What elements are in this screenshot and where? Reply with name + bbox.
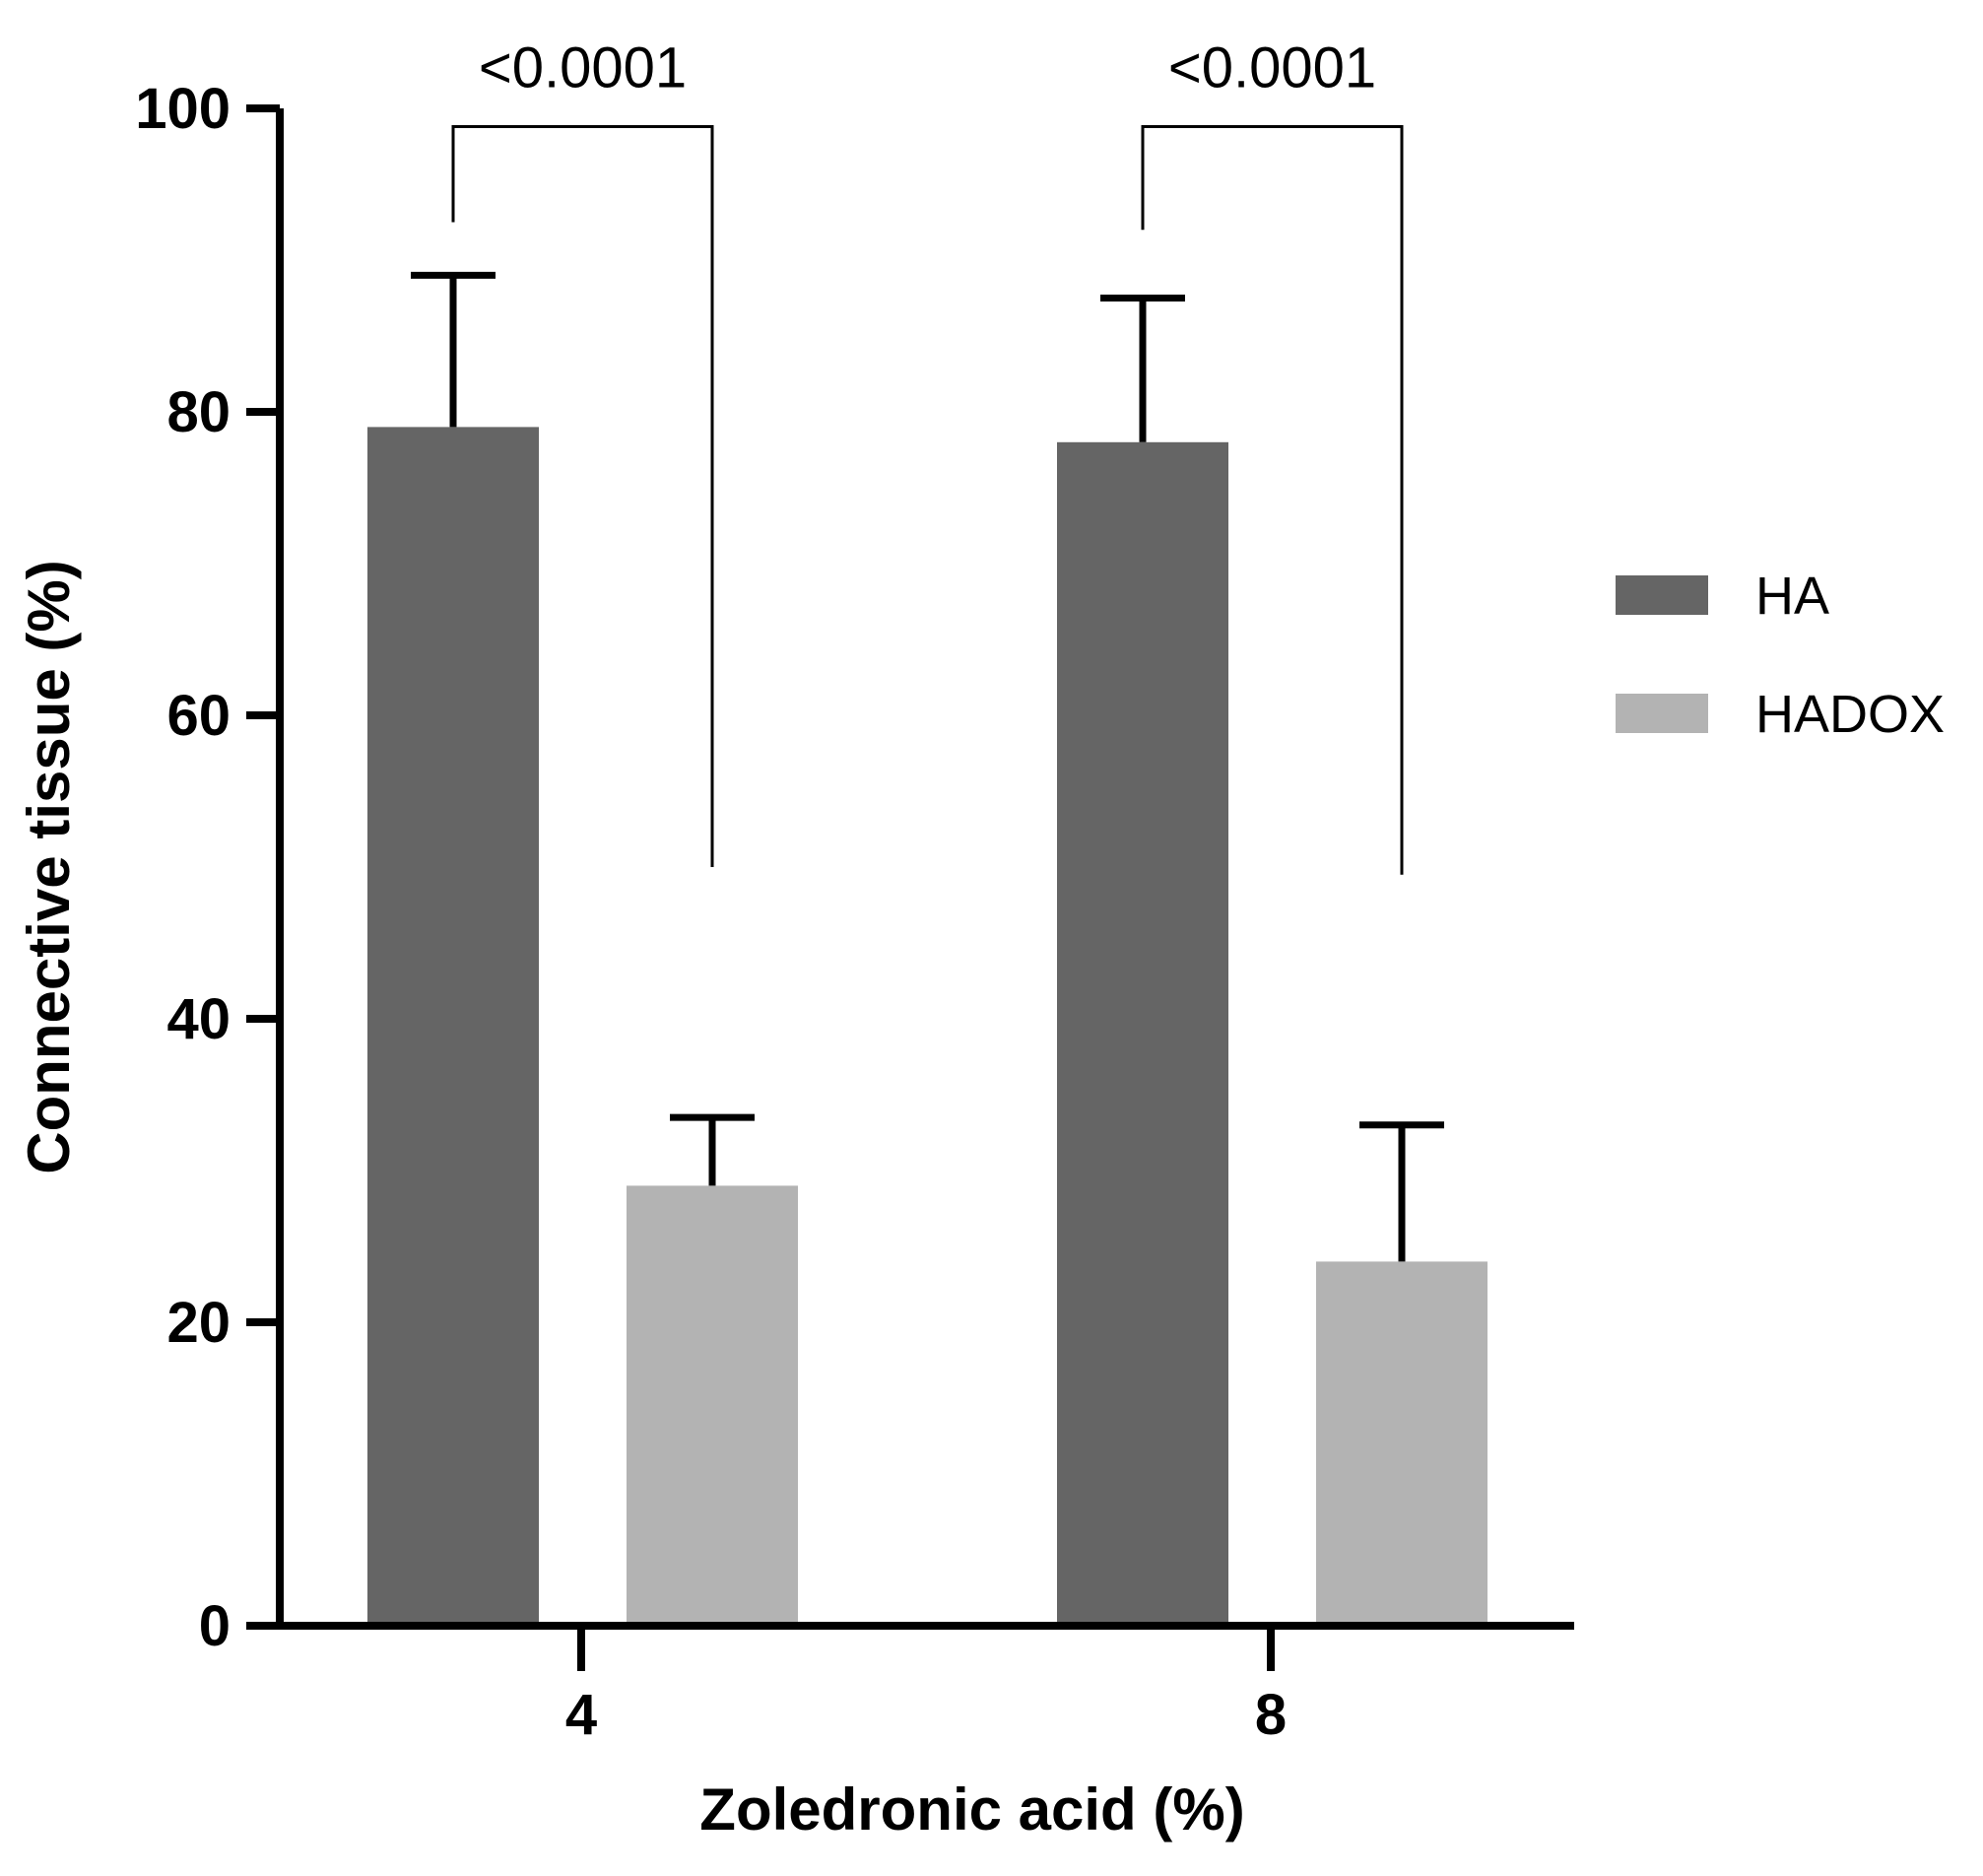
p-value-label-8: <0.0001 (1168, 35, 1376, 100)
y-tick-label-0: 0 (199, 1594, 231, 1658)
bar-ha-8 (1057, 441, 1228, 1626)
y-tick-label-100: 100 (135, 77, 231, 141)
y-tick-label-20: 20 (166, 1291, 231, 1355)
legend-swatch-ha (1616, 575, 1708, 615)
legend-label-ha: HA (1755, 567, 1829, 626)
significance-brackets-layer: <0.0001 <0.0001 (451, 35, 1404, 875)
error-bars-layer (411, 271, 1444, 1262)
x-axis-title: Zoledronic acid (%) (699, 1776, 1244, 1842)
axes-layer (246, 104, 1574, 1671)
legend: HA HADOX (1616, 567, 1945, 744)
legend-swatch-hadox (1616, 694, 1708, 733)
bars-layer (367, 427, 1487, 1626)
bar-ha-4 (367, 427, 539, 1626)
x-tick-label-4: 4 (565, 1683, 597, 1747)
bar-hadox-8 (1316, 1261, 1487, 1626)
significance-bracket-4 (451, 124, 714, 867)
legend-label-hadox: HADOX (1755, 685, 1945, 744)
y-tick-label-80: 80 (166, 380, 231, 444)
x-tick-label-8: 8 (1255, 1683, 1287, 1747)
y-tick-label-40: 40 (166, 987, 231, 1051)
bar-hadox-4 (627, 1185, 798, 1626)
y-tick-label-60: 60 (166, 684, 231, 748)
y-axis-title: Connective tissue (%) (16, 560, 82, 1173)
p-value-label-4: <0.0001 (479, 35, 687, 100)
significance-bracket-8 (1141, 124, 1404, 875)
